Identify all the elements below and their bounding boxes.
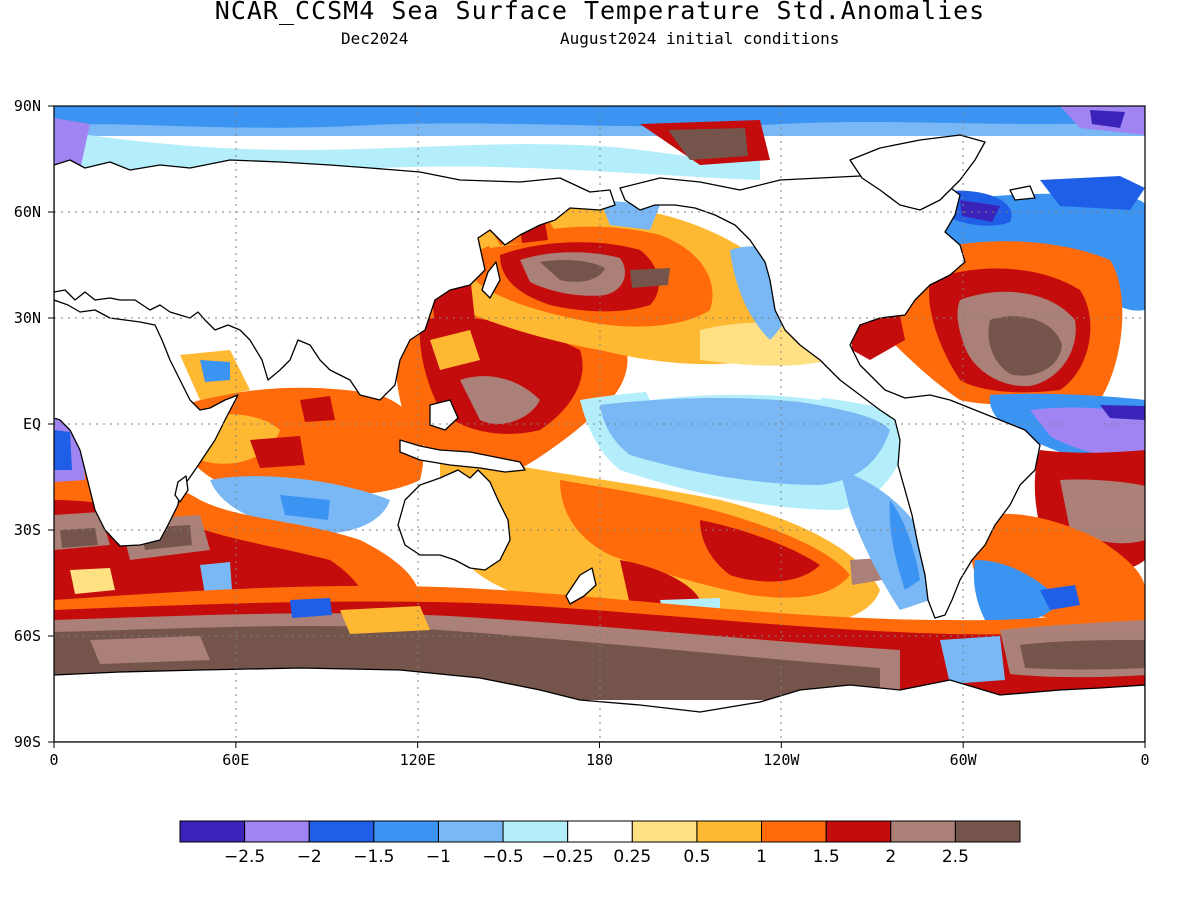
colorbar-label: −0.25 [542, 847, 594, 867]
axis-ticks [48, 105, 1146, 748]
colorbar-swatch [696, 820, 763, 843]
antarctica-land [54, 667, 1145, 742]
landmasses [54, 134, 1145, 742]
anomaly-field [54, 106, 1145, 700]
colorbar-swatch [567, 820, 633, 843]
lon-label-180: 180 [586, 751, 613, 769]
lon-label-120e: 120E [400, 751, 436, 769]
map-title: NCAR_CCSM4 Sea Surface Temperature Std.A… [214, 0, 986, 25]
map-panel [54, 106, 1145, 742]
colorbar-label: 0.5 [683, 847, 710, 867]
colorbar-swatch [825, 820, 892, 843]
borneo-land [429, 399, 459, 431]
colorbar-label: 0.25 [613, 847, 651, 867]
colorbar-swatch [179, 820, 246, 843]
lat-label-90n: 90N [14, 97, 41, 115]
greenland-land [849, 134, 986, 211]
graticule [54, 106, 1145, 742]
lat-label-30s: 30S [14, 521, 41, 539]
latitude-labels: 90N 60N 30N EQ 30S 60S 90S [14, 97, 41, 751]
lat-label-eq: EQ [23, 415, 41, 433]
colorbar-swatch [308, 820, 375, 843]
colorbar-label: 1 [756, 847, 767, 867]
longitude-labels: 0 60E 120E 180 120W 60W 0 [49, 751, 1149, 769]
lat-label-30n: 30N [14, 309, 41, 327]
colorbar-swatch [373, 820, 439, 843]
colorbar-swatch [437, 820, 504, 843]
colorbar-label: 1.5 [813, 847, 840, 867]
colorbar-swatch [502, 820, 569, 843]
lat-label-60s: 60S [14, 627, 41, 645]
colorbar-swatch [631, 820, 698, 843]
colorbar-label: −2.5 [224, 847, 265, 867]
australia-land [397, 469, 511, 571]
colorbar-label: 2 [885, 847, 896, 867]
lon-label-0: 0 [49, 751, 58, 769]
new-zealand-land [565, 567, 597, 605]
colorbar [179, 820, 1021, 843]
colorbar-label: 2.5 [942, 847, 969, 867]
iceland-land [1009, 185, 1036, 201]
madagascar-land [174, 475, 189, 503]
lat-label-90s: 90S [14, 733, 41, 751]
colorbar-label: −0.5 [482, 847, 523, 867]
colorbar-label: −1.5 [353, 847, 394, 867]
lon-label-60e: 60E [222, 751, 249, 769]
indonesia-land [399, 439, 526, 473]
colorbar-label: −1 [426, 847, 451, 867]
japan-land [481, 261, 501, 299]
lon-label-0: 0 [1140, 751, 1149, 769]
forecast-month: Dec2024 [341, 29, 409, 48]
colorbar-label: −2 [297, 847, 322, 867]
lon-label-120w: 120W [763, 751, 800, 769]
colorbar-swatch [890, 820, 956, 843]
colorbar-swatch [954, 820, 1021, 843]
initial-conditions: August2024 initial conditions [560, 29, 840, 48]
eurasia-africa-land [54, 159, 616, 547]
colorbar-labels: −2.5 −2 −1.5 −1 −0.5 −0.25 0.25 0.5 1 1.5 2 2.5 [224, 847, 969, 867]
lat-label-60n: 60N [14, 203, 41, 221]
lon-label-60w: 60W [950, 751, 978, 769]
colorbar-swatch [244, 820, 310, 843]
colorbar-swatch [761, 820, 827, 843]
americas-land [619, 169, 1041, 619]
